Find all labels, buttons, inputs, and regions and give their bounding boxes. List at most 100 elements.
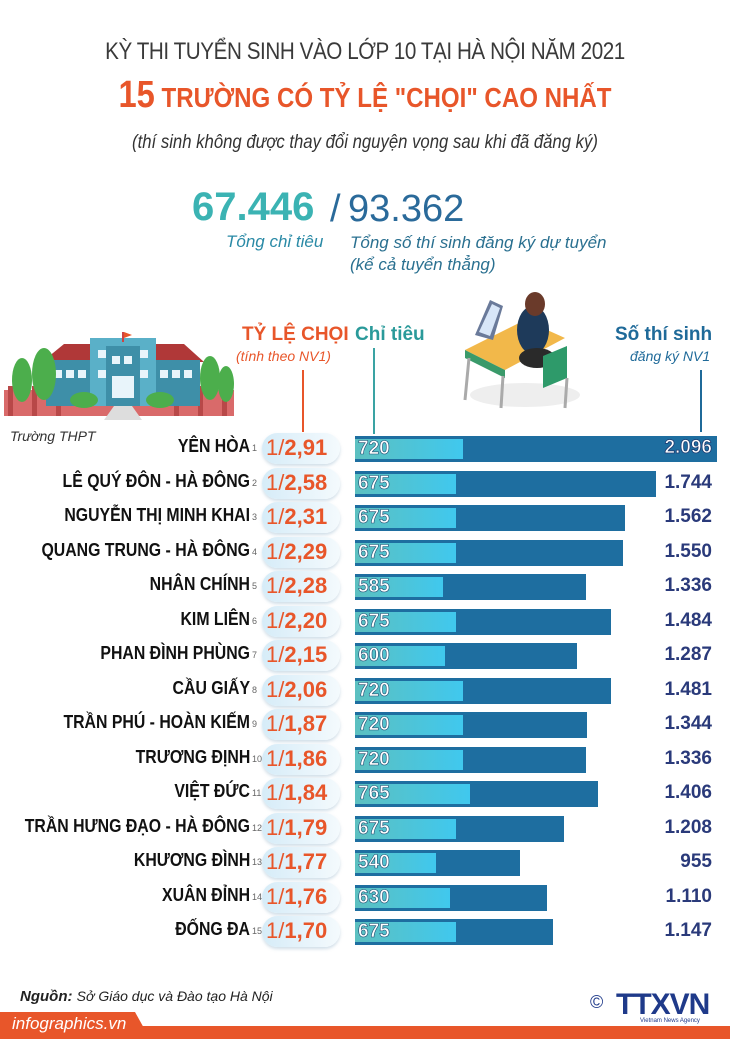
quota-bar xyxy=(355,887,450,908)
registered-value: 1.481 xyxy=(664,678,712,700)
ratio-value: 1/2,28 xyxy=(266,573,327,599)
ratio-column-line xyxy=(302,370,304,432)
ratio-prefix: 1/ xyxy=(266,711,285,736)
quota-value: 630 xyxy=(358,886,390,908)
ratio-pill xyxy=(262,502,340,533)
quota-value: 540 xyxy=(358,852,390,874)
ratio-pill xyxy=(262,605,340,637)
table-row: YÊN HÒA 1 1/2,91 720 2.096 xyxy=(0,433,730,465)
quota-bar xyxy=(355,680,463,701)
rank-number: 9 xyxy=(252,719,258,729)
ratio-value: 1/2,91 xyxy=(266,435,327,461)
ratio-pill xyxy=(262,778,340,809)
quota-bar xyxy=(355,715,463,735)
ratio-pill xyxy=(262,812,340,844)
source-label: Nguồn: xyxy=(20,988,73,1005)
table-row: VIỆT ĐỨC 11 1/1,84 765 1.406 xyxy=(0,778,730,810)
school-name: PHAN ĐÌNH PHÙNG xyxy=(100,643,250,663)
quota-value: 720 xyxy=(358,748,390,770)
rank-number: 2 xyxy=(252,477,258,488)
quota-value: 585 xyxy=(358,576,390,598)
table-row: KHƯƠNG ĐÌNH 13 1/1,77 540 955 xyxy=(0,847,730,879)
ratio-prefix: 1/ xyxy=(266,642,285,667)
total-registered-label: Tổng số thí sinh đăng ký dự tuyển (kể cả… xyxy=(350,232,607,276)
header-registered: Số thí sinh xyxy=(615,324,713,345)
ratio-pill xyxy=(262,674,340,706)
school-name: KIM LIÊN xyxy=(180,608,250,629)
quota-column-line xyxy=(373,348,375,434)
ratio-prefix: 1/ xyxy=(266,883,285,909)
header-ratio: TỶ LỆ CHỌI xyxy=(242,324,349,345)
ratio-number: 1,87 xyxy=(284,711,328,736)
ratio-prefix: 1/ xyxy=(266,676,285,702)
ratio-number: 2,58 xyxy=(284,469,328,495)
school-name: TRẦN HƯNG ĐẠO - HÀ ĐÔNG xyxy=(24,815,250,836)
school-name: CẦU GIẤY xyxy=(172,677,250,698)
ratio-pill xyxy=(262,467,340,499)
ratio-prefix: 1/ xyxy=(266,607,285,633)
quota-value: 720 xyxy=(358,679,390,701)
ratio-number: 1,76 xyxy=(284,883,328,909)
registered-value: 2.096 xyxy=(664,437,712,459)
registered-value: 1.110 xyxy=(665,885,713,907)
ratio-prefix: 1/ xyxy=(266,435,285,460)
ratio-number: 1,77 xyxy=(284,849,328,874)
quota-bar xyxy=(355,818,456,839)
school-name: TRƯƠNG ĐỊNH xyxy=(135,746,250,767)
rank-number: 7 xyxy=(252,650,258,660)
totals-slash: / xyxy=(330,188,341,230)
ratio-prefix: 1/ xyxy=(266,469,285,495)
ratio-value: 1/2,31 xyxy=(266,504,327,530)
quota-bar xyxy=(355,542,456,563)
quota-value: 675 xyxy=(358,507,390,529)
rank-number: 10 xyxy=(252,753,263,764)
quota-bar xyxy=(355,473,456,494)
subtitle: (thí sinh không được thay đổi nguyện vọn… xyxy=(132,132,598,153)
ratio-value: 1/2,29 xyxy=(266,539,327,565)
table-row: TRẦN PHÚ - HOÀN KIẾM 9 1/1,87 720 1.344 xyxy=(0,709,730,741)
title-line-2: 15 TRƯỜNG CÓ TỶ LỆ "CHỌI" CAO NHẤT xyxy=(51,74,679,117)
ratio-value: 1/1,77 xyxy=(266,849,327,875)
ratio-pill xyxy=(262,847,340,878)
total-quota-value: 67.446 xyxy=(192,185,315,229)
ratio-number: 1,86 xyxy=(284,745,328,771)
ratio-prefix: 1/ xyxy=(266,573,285,598)
registered-value: 1.147 xyxy=(664,920,712,941)
table-row: PHAN ĐÌNH PHÙNG 7 1/2,15 600 1.287 xyxy=(0,640,730,672)
ratio-number: 1,79 xyxy=(284,814,328,840)
header-registered-sub: đăng ký NV1 xyxy=(630,348,711,364)
school-name: QUANG TRUNG - HÀ ĐÔNG xyxy=(41,539,250,560)
table-row: NHÂN CHÍNH 5 1/2,28 585 1.336 xyxy=(0,571,730,603)
registered-column-line xyxy=(700,370,702,432)
source: Nguồn: Sở Giáo dục và Đào tạo Hà Nội xyxy=(20,988,273,1005)
ratio-number: 2,06 xyxy=(284,676,328,702)
ratio-prefix: 1/ xyxy=(266,814,285,840)
footer-site-link[interactable]: infographics.vn xyxy=(12,1014,127,1033)
header-quota: Chỉ tiêu xyxy=(355,324,425,345)
ratio-number: 2,28 xyxy=(284,573,328,598)
quota-value: 675 xyxy=(358,541,390,563)
rank-number: 15 xyxy=(252,926,263,936)
rank-number: 12 xyxy=(252,822,263,833)
registered-value: 1.484 xyxy=(664,609,712,631)
footer-bar xyxy=(0,1026,730,1039)
total-registered-label-1: Tổng số thí sinh đăng ký dự tuyển xyxy=(350,233,607,252)
ratio-number: 2,29 xyxy=(284,538,328,564)
ratio-value: 1/2,58 xyxy=(266,470,327,496)
registered-value: 1.287 xyxy=(664,644,712,665)
school-column-label: Trường THPT xyxy=(10,428,96,444)
quota-value: 675 xyxy=(358,472,390,494)
ratio-value: 1/2,20 xyxy=(266,608,327,634)
registered-value: 955 xyxy=(680,851,712,872)
ratio-value: 1/1,84 xyxy=(266,780,327,806)
rank-number: 5 xyxy=(252,581,258,591)
quota-bar xyxy=(355,646,445,666)
quota-value: 720 xyxy=(358,714,390,736)
rank-number: 1 xyxy=(252,443,258,453)
ratio-value: 1/1,79 xyxy=(266,815,327,841)
quota-value: 675 xyxy=(358,817,390,839)
ratio-pill xyxy=(262,881,340,913)
registered-value: 1.562 xyxy=(664,506,712,527)
school-name: VIỆT ĐỨC xyxy=(174,781,250,801)
ratio-value: 1/1,87 xyxy=(266,711,327,737)
